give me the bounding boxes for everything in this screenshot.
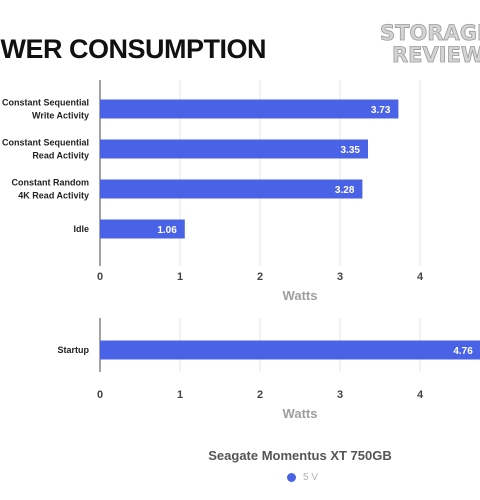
x-tick-label: 2 xyxy=(257,389,263,401)
x-tick-label: 1 xyxy=(177,271,183,283)
power-chart-activities: 0 1 2 3 4 Watts Constant Sequential Write Activ… xyxy=(2,80,424,303)
x-tick-label: 2 xyxy=(257,271,263,283)
bar xyxy=(100,340,480,360)
bar xyxy=(100,139,368,159)
series-title: Seagate Momentus XT 750GB xyxy=(208,448,392,463)
legend-label: 5 V xyxy=(303,471,319,483)
category-label: Idle xyxy=(73,224,89,234)
bar-value-label: 3.73 xyxy=(371,105,391,116)
bar-value-label: 3.35 xyxy=(341,145,361,156)
x-tick-label: 0 xyxy=(97,271,103,283)
x-tick-label: 0 xyxy=(97,389,103,401)
bar xyxy=(100,219,185,239)
chart-title-heading: OWER CONSUMPTION xyxy=(0,34,267,64)
category-label: Startup xyxy=(58,345,90,355)
bar-value-label: 1.06 xyxy=(157,225,177,236)
x-axis-title: Watts xyxy=(283,406,318,421)
logo-text-top: STORAGE xyxy=(380,21,480,45)
category-label: Constant Sequential xyxy=(2,138,89,148)
x-axis-title: Watts xyxy=(283,288,318,303)
legend[interactable]: 5 V xyxy=(287,470,318,484)
category-label: Constant Random xyxy=(12,178,90,188)
x-tick-label: 3 xyxy=(337,389,343,401)
legend-swatch-icon xyxy=(287,472,296,482)
storagereview-logo: STORAGE REVIEW.co xyxy=(380,21,480,68)
power-chart-startup: 0 1 2 3 4 Watts Startup 4.76 xyxy=(58,318,480,421)
category-label: Read Activity xyxy=(32,151,89,161)
x-tick-label: 1 xyxy=(177,389,183,401)
x-tick-label: 4 xyxy=(417,389,424,401)
x-tick-label: 3 xyxy=(337,271,343,283)
category-label: Write Activity xyxy=(32,111,89,121)
bar-value-label: 3.28 xyxy=(335,185,355,196)
x-tick-label: 4 xyxy=(417,271,424,283)
bar xyxy=(100,179,363,199)
logo-text-bottom: REVIEW.co xyxy=(392,43,480,67)
bar xyxy=(100,99,399,119)
bar-value-label: 4.76 xyxy=(453,346,473,357)
category-label: Constant Sequential xyxy=(2,98,89,108)
category-label: 4K Read Activity xyxy=(18,191,89,201)
